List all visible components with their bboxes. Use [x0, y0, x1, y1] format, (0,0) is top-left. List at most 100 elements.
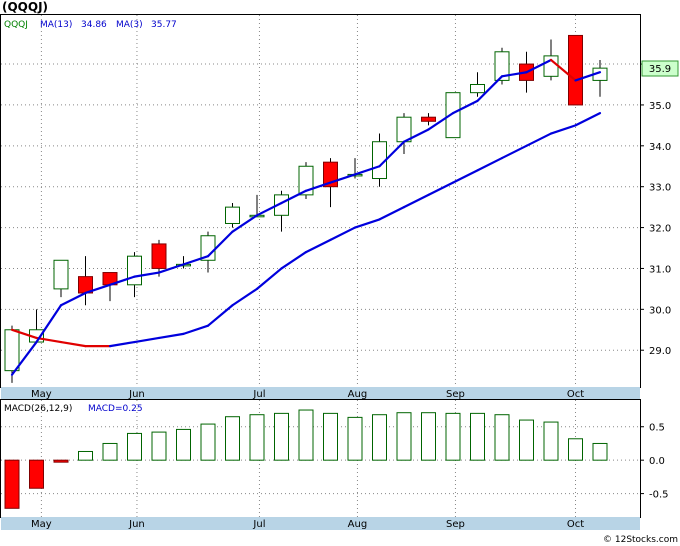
- macd-bar: [568, 438, 583, 461]
- ma3-line: [304, 181, 332, 192]
- ma3-line: [476, 75, 504, 102]
- ma3-line: [427, 112, 455, 131]
- ma13-line: [574, 112, 602, 127]
- chart-title: (QQQJ): [2, 0, 48, 14]
- legend-ma13-label: MA(13): [40, 20, 72, 30]
- ma3-line: [182, 255, 210, 266]
- macd-bar: [470, 412, 485, 461]
- ma3-line: [378, 140, 406, 168]
- ma3-line: [157, 263, 185, 274]
- price-y-tick-label: 34.0: [649, 142, 671, 153]
- last-price-label: 35.9: [649, 64, 671, 75]
- ma3-line: [574, 71, 602, 82]
- price-y-tick-label: 29.0: [649, 346, 671, 357]
- ma3-line: [108, 275, 136, 286]
- macd-x-tick-label: Sep: [446, 519, 465, 530]
- ma13-line: [353, 218, 381, 229]
- macd-x-tick-label: Oct: [567, 519, 584, 530]
- price-x-tick-label: Oct: [567, 389, 584, 400]
- ma13-line: [329, 226, 357, 241]
- price-x-tick-label: Aug: [348, 389, 368, 400]
- candle-body-up: [298, 165, 314, 196]
- macd-value-label: MACD=0.25: [88, 404, 143, 414]
- ma3-line: [255, 201, 283, 217]
- ma13-line: [108, 340, 136, 348]
- ma3-line: [84, 283, 112, 295]
- macd-bar: [372, 414, 387, 461]
- macd-bar: [29, 459, 44, 489]
- ma13-line: [525, 132, 553, 147]
- macd-bar: [298, 409, 314, 461]
- macd-bar: [323, 412, 338, 461]
- macd-x-tick-label: Aug: [348, 519, 368, 530]
- macd-bar: [274, 412, 289, 461]
- ma13-line: [451, 169, 479, 184]
- macd-x-tick-label: Jul: [252, 519, 265, 530]
- macd-x-tick-label: Jun: [128, 519, 145, 530]
- candle-body-up: [494, 51, 510, 81]
- macd-bar: [543, 421, 559, 461]
- ma13-line: [304, 238, 332, 254]
- ma13-line: [427, 181, 455, 196]
- macd-bar: [151, 431, 167, 461]
- ma3-line: [451, 99, 479, 115]
- price-y-tick-label: 31.0: [649, 264, 671, 275]
- last-price-badge: [641, 60, 679, 77]
- ma3-line: [10, 340, 38, 376]
- ma13-line: [133, 336, 161, 344]
- candle-body-up: [274, 194, 289, 216]
- ma13-line: [378, 206, 406, 221]
- ma3-line: [500, 71, 528, 78]
- price-y-tick-label: 33.0: [649, 183, 671, 194]
- price-y-tick-label: 35.0: [649, 101, 671, 112]
- ma3-line: [35, 304, 63, 344]
- ma13-line: [10, 328, 38, 340]
- macd-y-tick-label: 0.0: [649, 456, 665, 467]
- macd-bar: [592, 442, 608, 461]
- ma13-line: [182, 324, 210, 335]
- macd-bar: [445, 412, 461, 461]
- ma13-line: [206, 304, 234, 327]
- candle-body-down: [568, 34, 583, 106]
- ma13-line: [280, 250, 308, 270]
- macd-bar: [176, 428, 191, 461]
- macd-bar: [421, 412, 436, 461]
- ma3-line: [59, 291, 87, 307]
- ma3-line: [206, 230, 234, 258]
- macd-bar: [127, 432, 142, 461]
- price-x-tick-label: Jun: [128, 389, 145, 400]
- macd-bar: [494, 414, 510, 461]
- macd-y-tick-label: 0.5: [649, 423, 665, 434]
- candle-body-up: [127, 255, 142, 286]
- macd-bar: [53, 459, 69, 463]
- ma3-line: [133, 271, 161, 278]
- legend-ma3-label: MA(3): [116, 20, 143, 30]
- price-x-tick-label: Jul: [252, 389, 265, 400]
- ma3-line: [231, 214, 259, 233]
- candle-body-up: [53, 259, 69, 290]
- candle-body-down: [421, 116, 436, 122]
- candle-body-down: [151, 243, 167, 269]
- ma13-line: [402, 193, 430, 209]
- legend-ma3-value: 35.77: [151, 20, 177, 30]
- macd-x-tick-label: May: [31, 519, 52, 530]
- ma13-line: [59, 340, 87, 348]
- ma3-line: [329, 173, 357, 184]
- macd-bar: [102, 442, 118, 461]
- macd-bar: [78, 450, 93, 461]
- macd-bar: [4, 459, 20, 509]
- macd-date-strip: [1, 517, 640, 530]
- ma3-line: [525, 58, 553, 74]
- ma3-line: [549, 58, 577, 82]
- ma13-line: [476, 156, 504, 172]
- ma13-line: [231, 287, 259, 307]
- macd-bar: [396, 412, 412, 461]
- ma13-line: [35, 336, 63, 344]
- ma13-line: [157, 332, 185, 340]
- price-y-tick-label: 32.0: [649, 224, 671, 235]
- macd-y-tick-label: -0.5: [649, 490, 669, 501]
- macd-bar: [347, 416, 363, 461]
- price-y-tick-label: 30.0: [649, 305, 671, 316]
- ma3-line: [280, 189, 308, 205]
